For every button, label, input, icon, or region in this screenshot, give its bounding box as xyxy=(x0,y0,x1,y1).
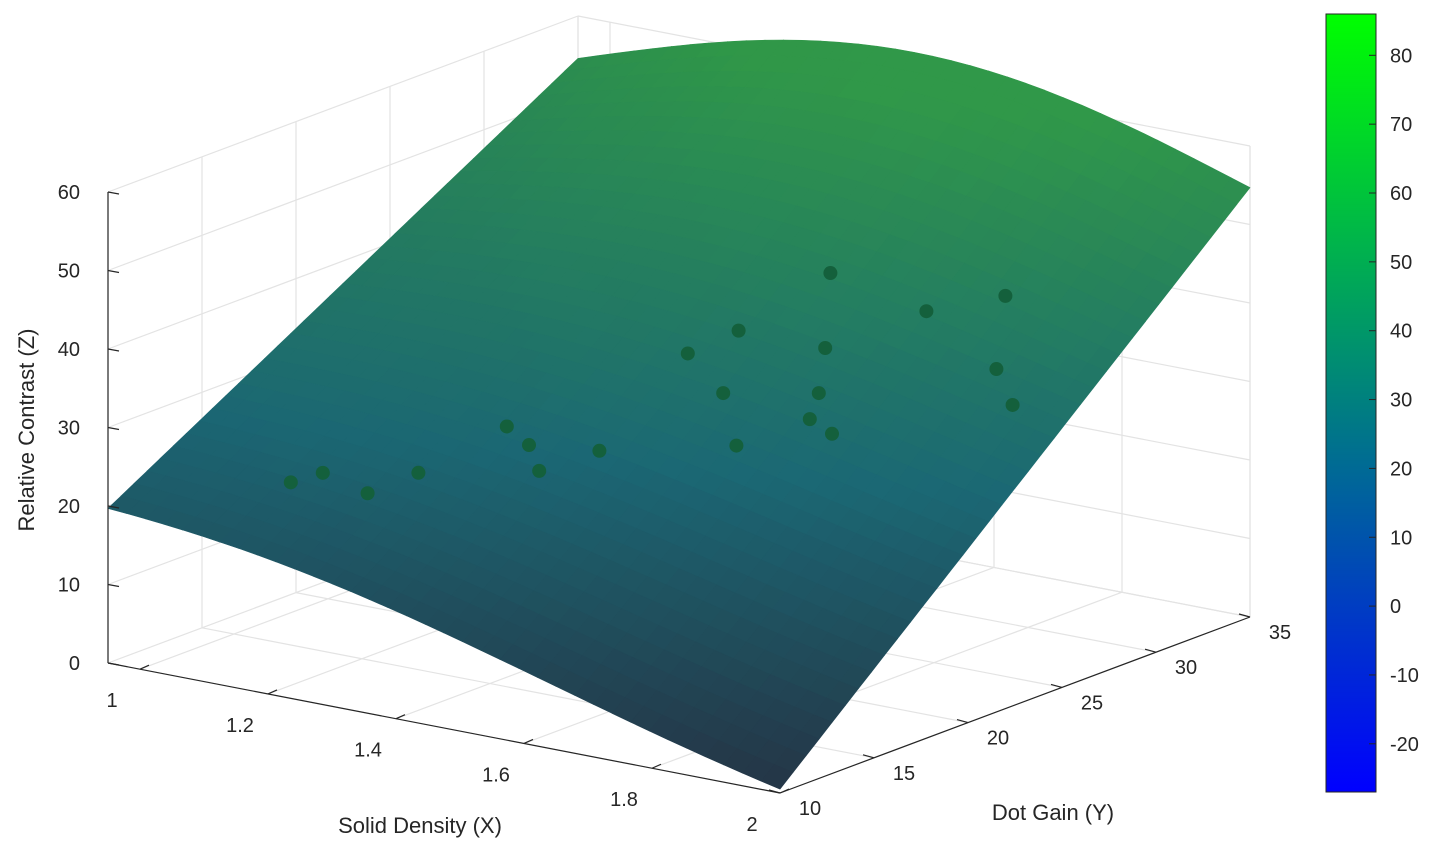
data-point xyxy=(411,465,426,480)
surface xyxy=(107,39,1251,790)
colorbar-tick-label: -20 xyxy=(1390,734,1419,756)
x-axis-label: Solid Density (X) xyxy=(338,813,502,838)
y-tick-label: 20 xyxy=(987,728,1009,750)
axis-line xyxy=(139,664,150,670)
axis-line xyxy=(107,662,781,794)
axis-line xyxy=(107,348,120,352)
axis-line xyxy=(107,191,120,195)
grid-line xyxy=(107,93,579,272)
colorbar-tick-label: 60 xyxy=(1390,183,1412,205)
axis-line xyxy=(779,616,1251,794)
data-point xyxy=(532,463,547,478)
data-point xyxy=(825,426,839,441)
colorbar-tick-label: 30 xyxy=(1390,390,1412,412)
y-axis-label: Dot Gain (Y) xyxy=(992,800,1114,825)
colorbar: 80 70 60 50 40 30 20 10 0 -10 -20 xyxy=(1325,13,1419,793)
z-tick-label: 20 xyxy=(58,496,80,518)
y-tick-label: 30 xyxy=(1175,657,1197,679)
data-point xyxy=(989,362,1004,377)
colorbar-tick-label: 20 xyxy=(1390,458,1412,480)
axis-line xyxy=(107,662,120,666)
data-point xyxy=(680,346,695,361)
z-axis-label: Relative Contrast (Z) xyxy=(14,329,39,532)
colorbar-tick-label: 70 xyxy=(1390,114,1412,136)
axis-line xyxy=(107,505,120,509)
y-tick-label: 10 xyxy=(799,798,821,820)
z-tick-label: 40 xyxy=(58,339,80,361)
axis-line xyxy=(395,714,406,720)
x-tick-label: 1 xyxy=(106,690,117,712)
data-point xyxy=(811,386,826,401)
x-tick-label: 1.8 xyxy=(610,789,638,811)
x-tick-label: 1.2 xyxy=(226,715,254,737)
axis-line xyxy=(768,789,781,794)
z-tick-label: 50 xyxy=(58,261,80,283)
colorbar-tick-label: 40 xyxy=(1390,321,1412,343)
colorbar-ticks: 80 70 60 50 40 30 20 10 0 -10 -20 xyxy=(1369,45,1419,756)
axis-line xyxy=(107,426,120,431)
axis-line xyxy=(107,583,120,588)
axis-line xyxy=(651,763,662,769)
axis-line xyxy=(1238,613,1251,618)
colorbar-tick-label: -10 xyxy=(1390,665,1419,687)
data-point xyxy=(592,443,607,458)
axis-line xyxy=(956,719,969,724)
axis-line xyxy=(1050,683,1063,688)
data-point xyxy=(499,419,514,434)
axis-line xyxy=(779,788,790,794)
data-point xyxy=(716,386,731,401)
x-tick-label: 1.6 xyxy=(482,764,510,786)
data-point xyxy=(998,288,1013,303)
surface-patch xyxy=(760,764,794,790)
data-point xyxy=(315,465,330,480)
z-tick-label: 10 xyxy=(58,575,80,597)
colorbar-tick-label: 10 xyxy=(1390,527,1412,549)
data-point xyxy=(818,341,833,356)
z-tick-label: 30 xyxy=(58,418,80,440)
y-tick-label: 15 xyxy=(893,763,915,785)
grid-line xyxy=(107,15,579,193)
y-tick-label: 35 xyxy=(1269,622,1291,644)
axis-line xyxy=(267,689,278,695)
y-tick-label: 25 xyxy=(1081,692,1103,714)
data-point xyxy=(802,412,817,427)
axis-line xyxy=(107,269,120,274)
colorbar-tick-label: 80 xyxy=(1390,45,1412,67)
x-tick-label: 2 xyxy=(746,814,757,836)
axis-line xyxy=(1144,648,1157,653)
data-point xyxy=(919,304,934,319)
z-tick-label: 60 xyxy=(58,182,80,204)
data-point xyxy=(731,323,746,338)
data-point xyxy=(360,486,375,501)
axis-line xyxy=(862,754,875,759)
data-point xyxy=(823,266,838,281)
data-point xyxy=(522,438,536,453)
colorbar-tick-label: 0 xyxy=(1390,596,1401,618)
data-points xyxy=(283,266,1020,501)
axes: 1 1.2 1.4 1.6 1.8 2 10 15 20 25 30 35 0 10 20 30 40 50 60 xyxy=(58,182,1291,836)
z-tick-label: 0 xyxy=(69,653,80,675)
data-point xyxy=(283,475,298,490)
axis-line xyxy=(523,738,534,745)
colorbar-tick-label: 50 xyxy=(1390,252,1412,274)
colorbar-gradient xyxy=(1325,13,1377,793)
data-point xyxy=(1005,397,1020,412)
data-point xyxy=(729,438,744,453)
x-tick-label: 1.4 xyxy=(354,740,382,762)
